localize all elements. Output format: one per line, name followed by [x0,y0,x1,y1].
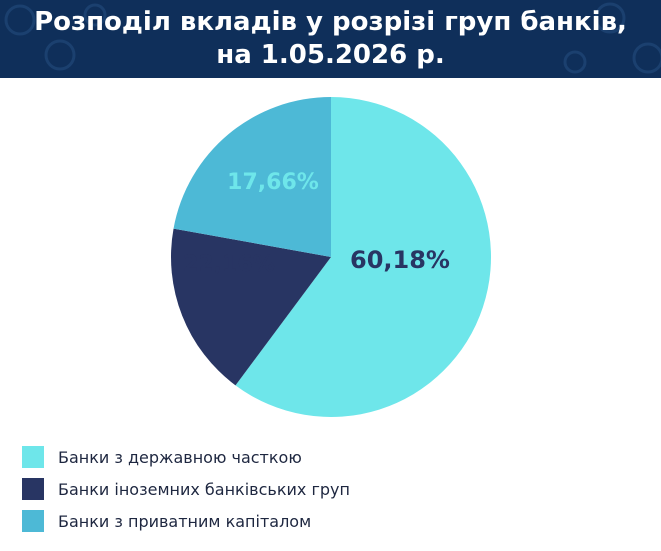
pie-slice-1 [235,97,491,417]
header-pattern [4,2,661,74]
legend-label-3: Банки з приватним капіталом [58,511,312,531]
legend-item-2: Банки іноземних банківських груп [22,473,350,505]
legend-label-1: Банки з державною часткою [58,447,302,467]
title-line-1: Розподіл вкладів у розрізі груп банків, [34,7,627,37]
title-line-2: на 1.05.2026 р. [216,40,445,70]
data-label-2: 17,66% [227,170,319,195]
data-label-1: 60,18% [350,246,450,274]
legend-swatch-2 [22,478,44,500]
legend-swatch-3 [22,510,44,532]
legend: Банки з державною часткою Банки іноземних… [22,441,350,537]
pie-chart: 60,18% 17,66% 22,16% [171,97,491,417]
legend-item-3: Банки з приватним капіталом [22,505,350,537]
chart-title: Розподіл вкладів у розрізі груп банків, … [0,6,661,72]
legend-swatch-1 [22,446,44,468]
data-label-3: 22,16% [183,252,275,277]
pie-slice-2 [171,228,331,386]
pie-slice-3 [173,97,331,257]
header-banner: Розподіл вкладів у розрізі груп банків, … [0,0,661,78]
legend-item-1: Банки з державною часткою [22,441,350,473]
legend-label-2: Банки іноземних банківських груп [58,479,350,499]
